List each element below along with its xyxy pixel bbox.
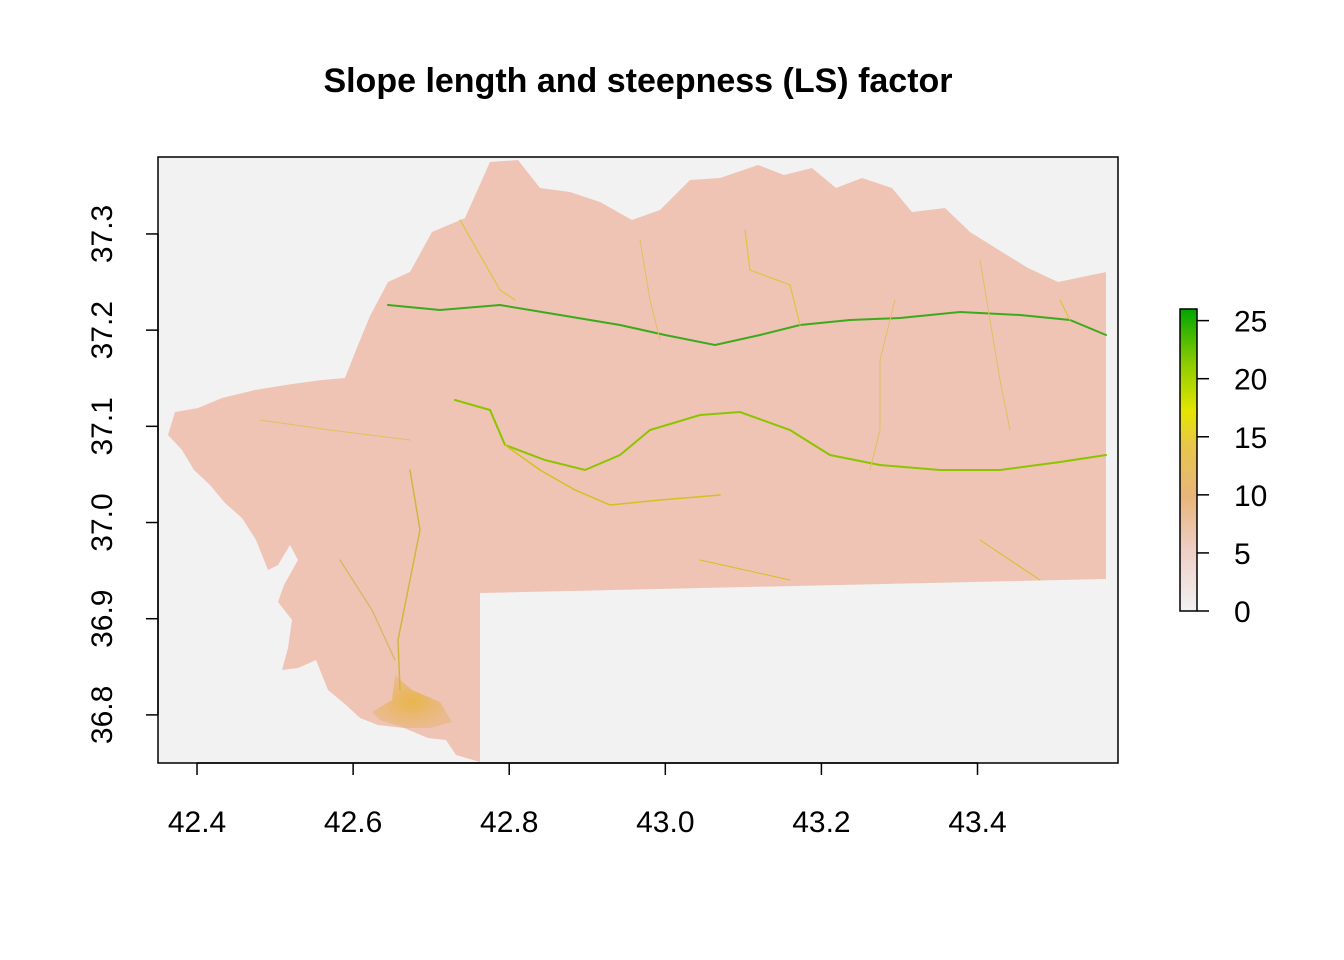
legend-tick-label: 25 [1234,306,1267,339]
legend-tick-label: 20 [1234,364,1267,397]
legend-colorbar [1179,308,1198,612]
y-tick-label: 37.3 [86,205,119,263]
x-tick-label: 42.4 [168,806,226,839]
x-tick-label: 43.2 [792,806,850,839]
y-tick-label: 37.2 [86,301,119,359]
x-tick-label: 43.0 [636,806,694,839]
y-tick-label: 36.8 [86,686,119,744]
legend: 0 5 10 15 20 25 [1179,306,1267,629]
alluvial-fan [372,675,452,728]
y-axis: 36.8 36.9 37.0 37.1 37.2 37.3 [86,205,159,744]
legend-tick-label: 0 [1234,596,1251,629]
legend-ticks: 0 5 10 15 20 25 [1197,306,1267,629]
drainage-network [259,219,1107,691]
legend-tick-label: 5 [1234,538,1251,571]
chart-title: Slope length and steepness (LS) factor [323,62,952,100]
raster-region [168,160,1106,762]
x-tick-label: 43.4 [948,806,1006,839]
y-tick-label: 37.0 [86,493,119,551]
x-tick-label: 42.6 [324,806,382,839]
legend-tick-label: 15 [1234,422,1267,455]
y-tick-label: 36.9 [86,590,119,648]
y-tick-label: 37.1 [86,397,119,455]
legend-tick-label: 10 [1234,480,1267,513]
x-axis: 42.4 42.6 42.8 43.0 43.2 43.4 [168,762,1007,839]
x-tick-label: 42.8 [480,806,538,839]
